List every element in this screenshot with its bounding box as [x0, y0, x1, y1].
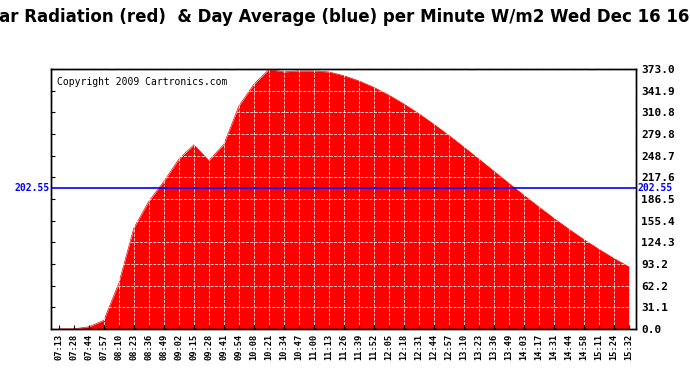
Text: Solar Radiation (red)  & Day Average (blue) per Minute W/m2 Wed Dec 16 16:21: Solar Radiation (red) & Day Average (blu… — [0, 8, 690, 26]
Text: 202.55: 202.55 — [638, 183, 673, 193]
Text: 202.55: 202.55 — [15, 183, 50, 193]
Text: Copyright 2009 Cartronics.com: Copyright 2009 Cartronics.com — [57, 76, 228, 87]
